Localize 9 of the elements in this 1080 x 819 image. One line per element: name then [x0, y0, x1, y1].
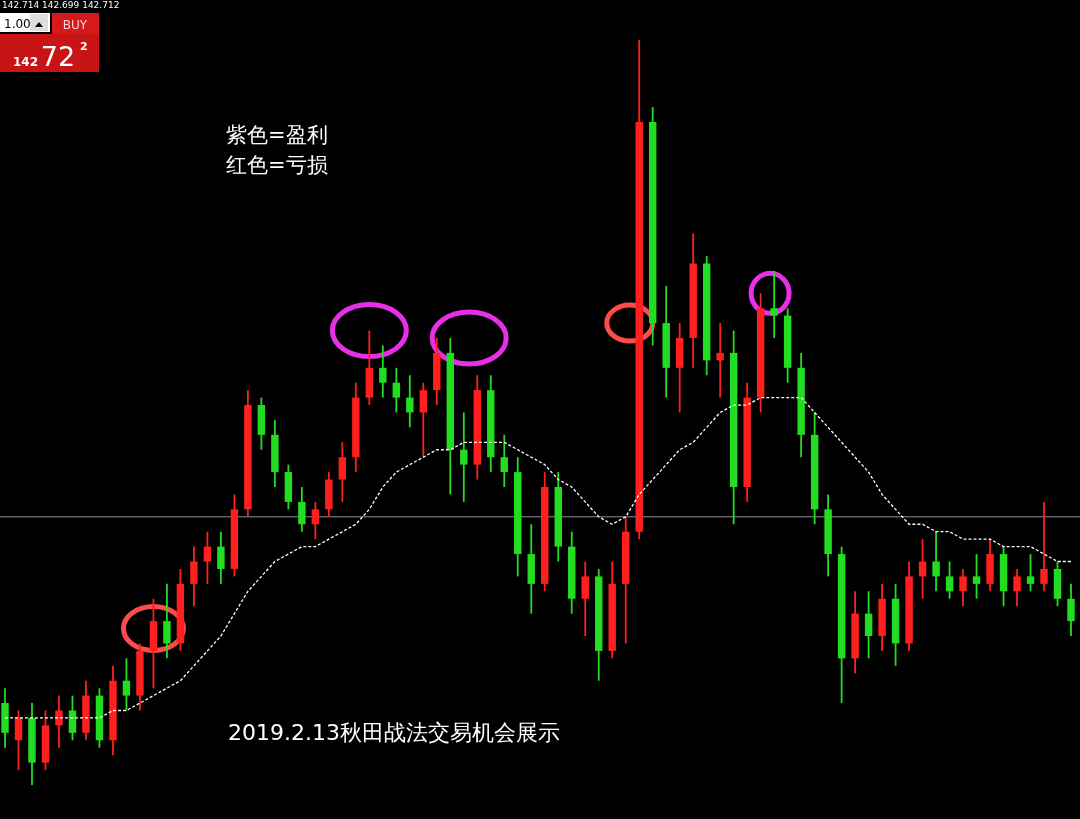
annotation: 1.00: [4, 17, 31, 31]
annotation: 2019.2.13秋田战法交易机会展示: [228, 720, 560, 745]
annotation: 142.714 142.699 142.712: [2, 0, 120, 10]
annotation: 72: [40, 41, 76, 72]
annotation: 142: [12, 55, 38, 69]
annotation: BUY: [62, 18, 88, 32]
annotation: 2: [80, 40, 88, 53]
annotation: 红色=亏损: [226, 153, 328, 177]
annotation: 紫色=盈利: [226, 123, 328, 147]
